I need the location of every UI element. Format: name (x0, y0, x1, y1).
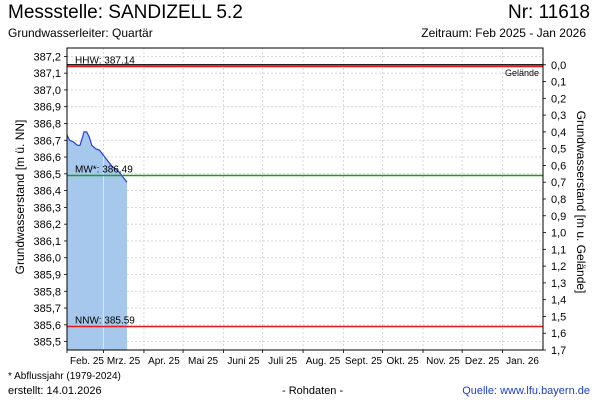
aquifer-label: Grundwasserleiter: Quartär (8, 26, 153, 40)
source: Quelle: www.lfu.bayern.de (462, 385, 590, 397)
y-tick-label: 387,0 (33, 85, 61, 97)
station-number: Nr: 11618 (507, 2, 590, 23)
y-tick-label: 386,6 (33, 152, 61, 164)
reference-line-label: HHW: 387.14 (75, 55, 135, 66)
level-area-fill (67, 131, 127, 350)
y-tick-label: 385,7 (33, 303, 61, 315)
y-tick-label: 386,9 (33, 102, 61, 114)
reference-line-label: MW*: 386.49 (75, 165, 133, 176)
x-tick-label: Apr. 25 (148, 356, 180, 367)
y2-tick-label: 0,2 (551, 93, 566, 105)
y2-tick-label: 1,0 (551, 228, 566, 240)
y-axis-label: Grundwasserstand [m ü. NN] (13, 120, 27, 275)
y-tick-label: 386,5 (33, 169, 61, 181)
y-tick-label: 386,1 (33, 236, 61, 248)
y2-tick-label: 1,4 (551, 295, 566, 307)
y2-tick-label: 0,4 (551, 127, 566, 139)
x-tick-label: Okt. 25 (386, 356, 419, 367)
y-tick-label: 387,2 (33, 51, 61, 63)
x-tick-label: Juli 25 (268, 356, 297, 367)
y-tick-label: 385,6 (33, 320, 61, 332)
y-tick-label: 386,4 (33, 186, 61, 198)
x-tick-label: Sept. 25 (345, 356, 383, 367)
x-tick-label: Mrz. 25 (107, 356, 141, 367)
footnote: * Abflussjahr (1979-2024) (8, 371, 121, 382)
x-tick-label: Dez. 25 (465, 356, 500, 367)
station-title: Messstelle: SANDIZELL 5.2 (8, 2, 243, 23)
reference-line-label: NNW: 385.59 (75, 316, 135, 327)
x-tick-label: Jan. 26 (506, 356, 539, 367)
y-tick-label: 385,9 (33, 270, 61, 282)
level-area (66, 131, 128, 350)
axis-ticks: 387,2 387,1 387,0 386,9 386,8 386,7 386,6 386,5… (33, 51, 566, 367)
ground-level-label: Gelände (505, 68, 539, 78)
y2-tick-label: 0,7 (551, 177, 566, 189)
rawdata-note: - Rohdaten - (282, 385, 344, 397)
x-tick-label: Feb. 25 (70, 356, 104, 367)
source-label: Quelle: (462, 385, 498, 397)
x-tick-label: Nov. 25 (426, 356, 460, 367)
y2-tick-label: 0,1 (551, 77, 566, 89)
period-label: Zeitraum: Feb 2025 - Jan 2026 (421, 26, 586, 40)
grid (67, 48, 543, 350)
y2-tick-label: 1,6 (551, 328, 566, 340)
y2-tick-label: 1,7 (551, 345, 566, 357)
y-tick-label: 387,1 (33, 68, 61, 80)
y2-tick-label: 1,3 (551, 278, 566, 290)
level-line (66, 131, 128, 183)
y2-tick-label: 1,2 (551, 261, 566, 273)
y2-tick-label: 0,5 (551, 144, 566, 156)
y2-tick-label: 0,8 (551, 194, 566, 206)
created-date: erstellt: 14.01.2026 (8, 385, 102, 397)
y-tick-label: 386,7 (33, 135, 61, 147)
y-tick-label: 386,8 (33, 119, 61, 131)
y2-tick-label: 0,0 (551, 60, 566, 72)
x-tick-label: Mai 25 (188, 356, 218, 367)
y-tick-label: 386,2 (33, 219, 61, 231)
y-tick-label: 385,5 (33, 337, 61, 349)
y2-axis-label: Grundwasserstand [m u. Gelände] (574, 111, 588, 294)
y-tick-label: 385,8 (33, 286, 61, 298)
y-tick-label: 386,0 (33, 253, 61, 265)
y-tick-label: 386,3 (33, 202, 61, 214)
y2-tick-label: 1,5 (551, 311, 566, 323)
plot-frame (66, 47, 544, 351)
source-link[interactable]: www.lfu.bayern.de (500, 385, 590, 397)
x-tick-label: Aug. 25 (306, 356, 341, 367)
y2-tick-label: 0,9 (551, 211, 566, 223)
x-tick-label: Juni 25 (227, 356, 260, 367)
y2-tick-label: 1,1 (551, 244, 566, 256)
y2-tick-label: 0,3 (551, 110, 566, 122)
reference-lines: HHW: 387.14 MW*: 386.49 NNW: 385.59 Gelände (67, 55, 543, 328)
y2-tick-label: 0,6 (551, 160, 566, 172)
